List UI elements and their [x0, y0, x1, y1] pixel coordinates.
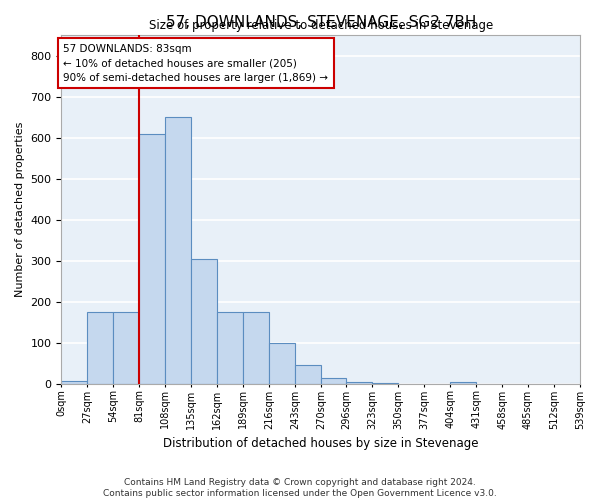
Bar — [113, 312, 139, 384]
Bar — [372, 383, 398, 384]
Bar — [217, 312, 243, 384]
Text: Size of property relative to detached houses in Stevenage: Size of property relative to detached ho… — [149, 19, 493, 32]
Bar — [166, 118, 191, 384]
Bar — [295, 366, 321, 384]
Bar — [191, 258, 217, 384]
Bar — [321, 378, 346, 384]
Bar — [346, 382, 372, 384]
X-axis label: Distribution of detached houses by size in Stevenage: Distribution of detached houses by size … — [163, 437, 478, 450]
Title: 57, DOWNLANDS, STEVENAGE, SG2 7BH: 57, DOWNLANDS, STEVENAGE, SG2 7BH — [166, 15, 476, 30]
Y-axis label: Number of detached properties: Number of detached properties — [15, 122, 25, 297]
Text: 57 DOWNLANDS: 83sqm
← 10% of detached houses are smaller (205)
90% of semi-detac: 57 DOWNLANDS: 83sqm ← 10% of detached ho… — [64, 44, 328, 83]
Bar — [243, 312, 269, 384]
Bar — [88, 312, 113, 384]
Bar — [450, 382, 476, 384]
Bar — [61, 381, 88, 384]
Bar — [139, 134, 166, 384]
Bar — [269, 342, 295, 384]
Text: Contains HM Land Registry data © Crown copyright and database right 2024.
Contai: Contains HM Land Registry data © Crown c… — [103, 478, 497, 498]
